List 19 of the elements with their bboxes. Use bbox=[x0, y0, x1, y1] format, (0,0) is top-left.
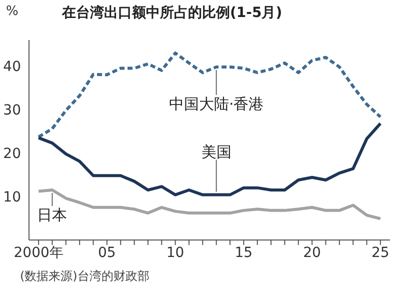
x-tick-label: 20 bbox=[303, 244, 321, 261]
series-label: 美国 bbox=[201, 142, 232, 161]
line-series bbox=[37, 52, 382, 138]
x-tick-label: 15 bbox=[234, 244, 253, 261]
x-tick-label: 2000年 bbox=[14, 244, 64, 261]
x-tick-label: 05 bbox=[98, 244, 116, 261]
y-tick-label: 10 bbox=[3, 189, 21, 206]
y-tick-label: 40 bbox=[3, 59, 21, 76]
y-tick-label: 20 bbox=[3, 146, 21, 162]
series-label: 中国大陆·香港 bbox=[168, 94, 264, 113]
chart-title: 在台湾出口额中所占的比例(1-5月) bbox=[62, 4, 282, 22]
y-tick-label: 30 bbox=[3, 102, 21, 119]
line-series bbox=[37, 122, 382, 196]
y-axis-title: % bbox=[6, 4, 18, 19]
text: (数据来源)台湾的财政部 bbox=[20, 268, 150, 285]
x-tick-label: 10 bbox=[166, 244, 184, 261]
series-label: 日本 bbox=[37, 206, 68, 224]
x-tick-label: 25 bbox=[372, 244, 390, 261]
line-series bbox=[37, 188, 382, 220]
